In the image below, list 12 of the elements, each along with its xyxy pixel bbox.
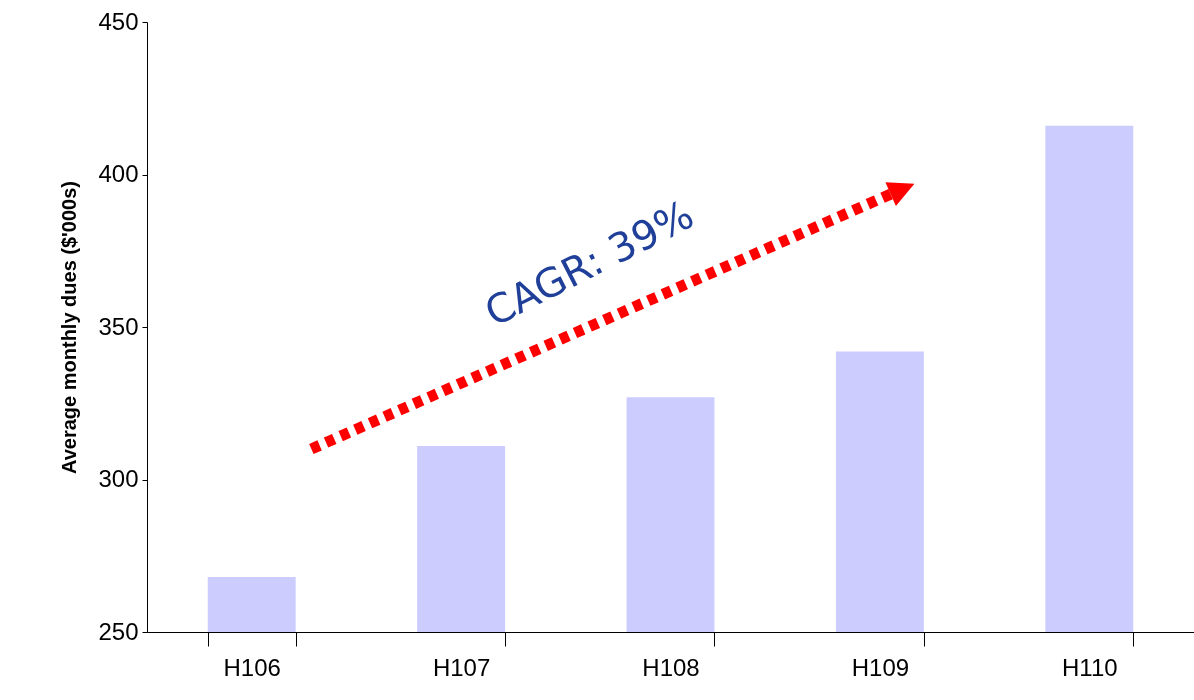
y-tick-label: 300	[98, 465, 139, 492]
x-tick-label: H107	[432, 653, 491, 681]
y-tick-label: 400	[98, 160, 139, 187]
annotation: CAGR: 39%	[477, 191, 701, 336]
y-tick-label: 350	[98, 312, 139, 340]
y-tick-label: 450	[98, 7, 139, 35]
x-tick-label: H110	[1062, 653, 1118, 681]
x-tick-label: H108	[642, 653, 700, 681]
y-axis-title: Average monthly dues ($'000s)	[58, 180, 81, 475]
x-tick-label: H106	[223, 653, 281, 681]
y-tick-label: 250	[98, 617, 139, 645]
x-tick-label: H109	[851, 653, 910, 681]
